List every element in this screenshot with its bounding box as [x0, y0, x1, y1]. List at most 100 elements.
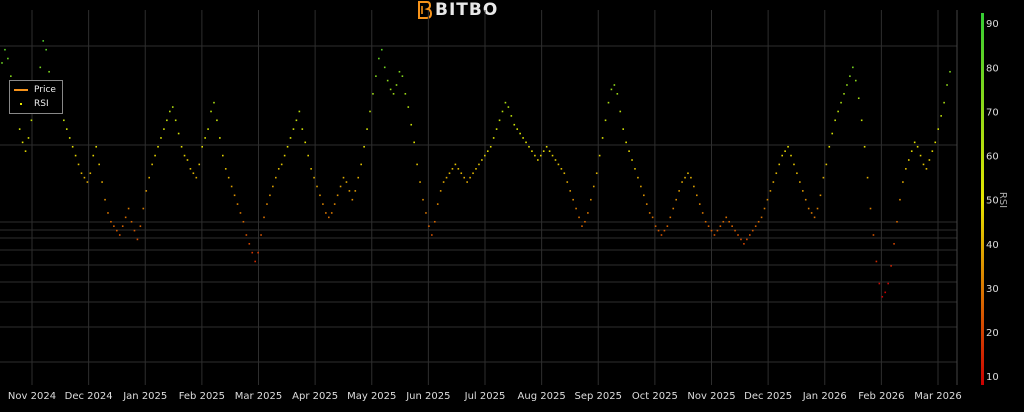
rsi-point: [169, 110, 171, 113]
rsi-point: [30, 119, 33, 122]
rsi-point: [484, 154, 486, 157]
rsi-point: [380, 48, 383, 51]
chart-legend[interactable]: Price RSI: [9, 80, 63, 114]
rsi-point: [45, 48, 47, 51]
rsi-point: [101, 181, 103, 183]
rsi-point: [575, 207, 577, 210]
rsi-point: [272, 185, 274, 188]
rsi-point: [751, 229, 754, 232]
rsi-point: [648, 212, 651, 214]
rsi-point: [478, 163, 480, 166]
rsi-point: [283, 154, 286, 157]
rsi-point: [925, 168, 928, 170]
rsi-point: [822, 176, 825, 179]
rsi-point: [116, 229, 118, 232]
rsi-dot-icon: [14, 103, 28, 105]
rsi-point: [448, 172, 451, 175]
rsi-point: [554, 159, 557, 161]
rsi-point: [336, 194, 339, 197]
rsi-point: [569, 190, 572, 192]
rsi-point: [754, 225, 757, 227]
rsi-point: [145, 190, 148, 192]
rsi-point: [778, 163, 781, 166]
rsi-point: [63, 119, 65, 122]
rsi-point: [816, 207, 819, 210]
rsi-point: [866, 176, 869, 179]
rsi-point: [325, 212, 327, 214]
rsi-point: [604, 119, 607, 122]
rsi-point: [784, 150, 786, 152]
rsi-point: [651, 216, 654, 219]
rsi-point: [828, 145, 831, 148]
rsi-point: [360, 163, 362, 166]
rsi-point: [940, 115, 942, 117]
rsi-point: [366, 128, 368, 130]
rsi-point: [310, 168, 312, 170]
rsi-point: [722, 220, 725, 223]
x-tick-label: Jun 2025: [405, 391, 450, 402]
rsi-point: [39, 66, 42, 69]
rsi-point: [445, 176, 448, 179]
rsi-point: [690, 176, 692, 179]
rsi-point: [852, 66, 854, 69]
bitbo-logo: BITBO: [416, 0, 498, 20]
rsi-point: [595, 172, 598, 175]
rsi-point: [442, 181, 445, 183]
rsi-point: [819, 194, 822, 197]
rsi-point: [239, 212, 242, 214]
legend-item-price[interactable]: Price: [14, 83, 56, 97]
rsi-point: [195, 176, 198, 179]
legend-item-rsi[interactable]: RSI: [14, 97, 49, 111]
rsi-point: [80, 172, 83, 175]
rsi-point: [407, 106, 410, 108]
rsi-point: [740, 238, 742, 241]
rsi-point: [631, 159, 633, 161]
rsi-point: [857, 97, 860, 100]
rsi-point: [763, 207, 766, 210]
rsi-point: [863, 145, 866, 148]
rsi-point: [280, 163, 283, 166]
x-tick-label: Jan 2026: [802, 391, 847, 402]
rsi-point: [160, 137, 162, 139]
rsi-point: [860, 119, 863, 122]
rsi-point: [454, 163, 457, 166]
rsi-point: [796, 172, 798, 175]
rsi-point: [298, 110, 301, 113]
rsi-point: [896, 220, 898, 223]
rsi-point: [113, 225, 115, 227]
rsi-point: [640, 185, 642, 188]
rsi-point: [348, 190, 351, 192]
rsi-point: [166, 119, 168, 122]
rsi-point: [707, 225, 710, 227]
x-tick-label: Jul 2025: [464, 391, 506, 402]
rsi-point: [701, 212, 704, 214]
rsi-point: [525, 141, 527, 144]
rsi-point: [854, 79, 857, 82]
rsi-point: [749, 234, 751, 236]
rsi-point: [263, 216, 265, 219]
rsi-point: [628, 150, 630, 152]
rsi-point: [436, 203, 439, 205]
rsi-point: [719, 225, 722, 227]
rsi-point: [151, 163, 153, 166]
rsi-point: [136, 238, 139, 241]
rsi-point: [313, 176, 315, 179]
rsi-point: [475, 168, 477, 170]
rsi-point: [881, 295, 884, 298]
rsi-point: [245, 234, 248, 236]
rsi-point: [902, 181, 904, 183]
rsi-point: [301, 128, 304, 130]
rsi-point: [890, 265, 892, 267]
rsi-point: [905, 168, 907, 170]
rsi-point: [83, 176, 86, 179]
rsi-point: [949, 70, 951, 73]
rsi-point: [251, 251, 254, 254]
rsi-point: [227, 176, 230, 179]
rsi-point: [48, 70, 50, 73]
rsi-point: [460, 172, 463, 175]
rsi-point: [534, 154, 536, 157]
rsi-point: [607, 101, 610, 104]
rsi-point: [260, 234, 262, 236]
rsi-point: [666, 225, 669, 227]
rsi-point: [401, 75, 404, 77]
